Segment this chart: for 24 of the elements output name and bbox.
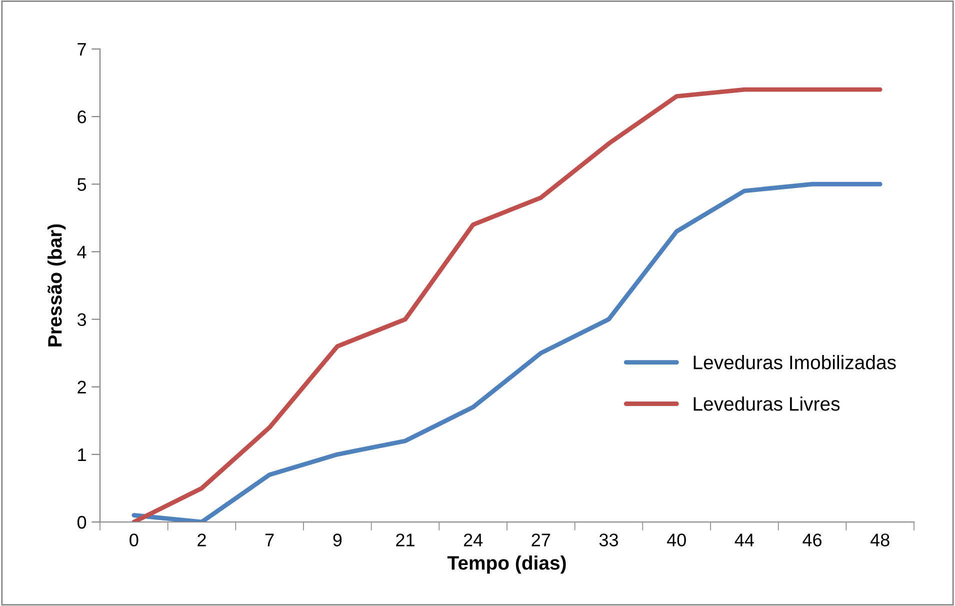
- x-tick-label: 21: [396, 534, 414, 546]
- x-tick-label: 7: [265, 534, 274, 546]
- y-tick-label: 1: [78, 448, 86, 461]
- x-tick-label: 44: [734, 534, 754, 546]
- legend-label: Leveduras Imobilizadas: [694, 355, 896, 370]
- x-tick-label: 46: [802, 534, 822, 546]
- y-tick-label: 2: [78, 380, 86, 394]
- x-tick-label: 48: [870, 534, 890, 546]
- x-tick-label: 2: [198, 534, 206, 546]
- y-tick-label: 7: [78, 43, 86, 56]
- x-axis-title: Tempo (dias): [447, 556, 566, 574]
- y-tick-label: 6: [78, 110, 86, 124]
- x-tick-label: 33: [599, 534, 618, 546]
- y-tick-label: 0: [77, 516, 86, 529]
- y-tick-label: 3: [77, 313, 86, 326]
- legend-label: Leveduras Livres: [694, 396, 840, 411]
- x-tick-label: 27: [532, 534, 550, 546]
- x-tick-label: 0: [130, 534, 138, 546]
- y-tick-label: 5: [77, 178, 86, 191]
- x-tick-label: 24: [464, 534, 483, 546]
- x-tick-label: 9: [333, 534, 342, 546]
- x-tick-label: 40: [666, 534, 686, 546]
- y-axis-title: Pressão (bar): [48, 224, 66, 346]
- y-tick-label: 4: [77, 246, 86, 258]
